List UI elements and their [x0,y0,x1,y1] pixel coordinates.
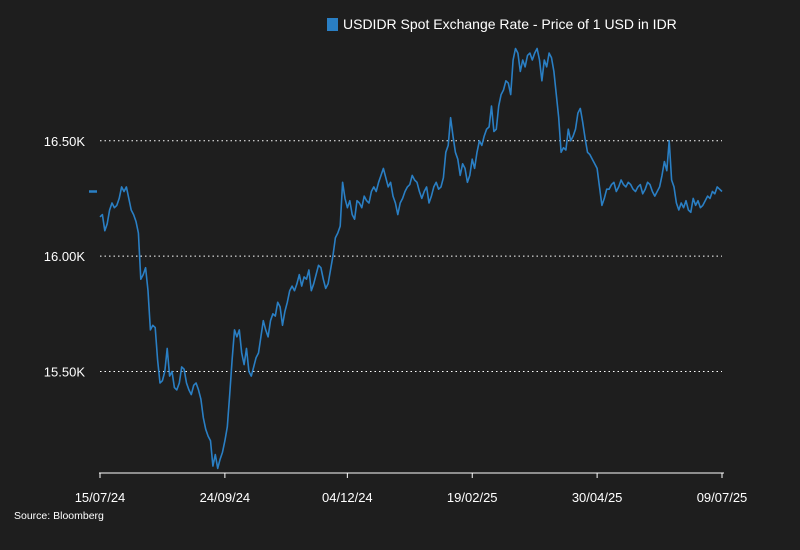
series-lines [89,47,723,470]
x-tick-label: 24/09/24 [200,490,251,505]
y-tick-label: 15.50K [44,364,86,379]
x-tick-label: 04/12/24 [322,490,373,505]
x-tick-label: 09/07/25 [697,490,748,505]
legend-label: USDIDR Spot Exchange Rate - Price of 1 U… [343,16,677,32]
x-tick-label: 15/07/24 [75,490,126,505]
chart-legend: USDIDR Spot Exchange Rate - Price of 1 U… [327,16,677,32]
x-tick-label: 19/02/25 [447,490,498,505]
legend-swatch [327,17,338,31]
y-axis: 15.50K 16.00K 16.50K [44,134,86,380]
grid-lines [100,140,722,372]
series-line [99,47,723,470]
source-note: Source: Bloomberg [14,510,104,522]
x-axis [99,472,724,478]
x-axis-labels: 15/07/24 24/09/24 04/12/24 19/02/25 30/04/25… [75,490,748,505]
x-tick-label: 30/04/25 [572,490,623,505]
y-tick-label: 16.00K [44,249,86,264]
y-tick-label: 16.50K [44,134,86,149]
